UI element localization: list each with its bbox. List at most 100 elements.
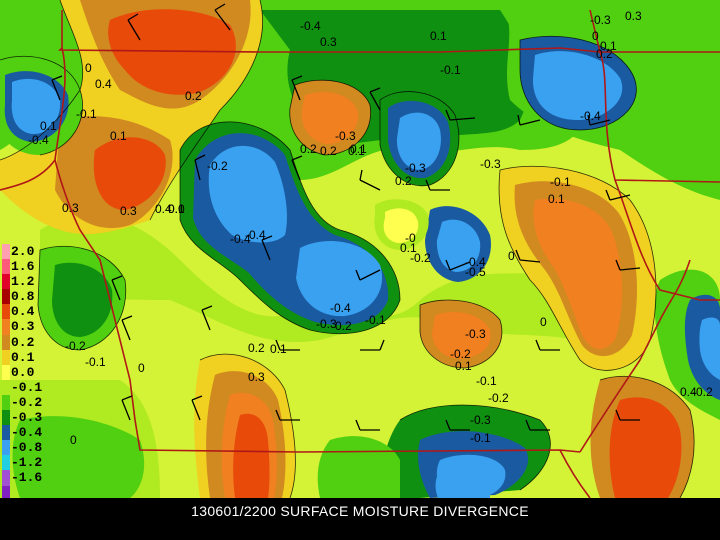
contour-label: -0.4 [230, 232, 251, 246]
contour-label: -0.3 [316, 317, 337, 331]
legend-label: 2.0 [11, 244, 35, 259]
contour-label: -0 [405, 231, 416, 245]
contour-label: -0.2 [65, 339, 86, 353]
legend-swatch [2, 410, 10, 426]
legend-label: -0.2 [11, 394, 43, 410]
legend-label: 0.0 [11, 364, 35, 380]
legend-label: -1.2 [11, 455, 43, 471]
legend-entry: -0.4 [2, 425, 43, 441]
contour-label: 0.1 [110, 129, 127, 143]
contour-label: 0.2 [395, 174, 412, 188]
legend-label: 0.1 [11, 349, 35, 365]
legend-entry [2, 485, 42, 501]
contour-label: -0.1 [470, 431, 491, 445]
legend-entry: -0.1 [2, 379, 43, 395]
moisture-divergence-map: -0.40.3 0.1-0.100.40.1-0.40.3-0.10.10.2-0… [0, 0, 720, 498]
contour-label: 0.4 [155, 202, 172, 216]
contour-label: -0.3 [590, 13, 611, 27]
contour-label: -0.4 [300, 19, 321, 33]
legend-swatch [2, 349, 10, 365]
contour-label: 0.1 [400, 241, 417, 255]
legend-entry: 0.3 [2, 319, 42, 335]
legend-swatch [2, 440, 10, 456]
legend-label: 0.2 [11, 334, 35, 350]
contour-label: 0.3 [120, 204, 137, 218]
legend-swatch [2, 379, 10, 395]
contour-label: -0.1 [85, 355, 106, 369]
contour-label: 0 [592, 29, 599, 43]
contour-label: 0.2 [335, 319, 352, 333]
contour-label: 0.4 [680, 385, 697, 399]
contour-label: -0.1 [550, 175, 571, 189]
legend-swatch [2, 485, 10, 501]
contour-label: 0.3 [248, 370, 265, 384]
contour-label: 0.1 [348, 144, 365, 158]
contour-label: -0.1 [440, 63, 461, 77]
legend-swatch [2, 425, 10, 441]
contour-label: 0.1 [548, 192, 565, 206]
legend-swatch [2, 259, 10, 275]
legend-entry: -1.2 [2, 455, 43, 471]
contour-label: -0.4 [28, 133, 49, 147]
contour-label: -0.5 [465, 265, 486, 279]
contour-label: 0.3 [625, 9, 642, 23]
contour-label: -0.2 [692, 385, 713, 399]
contour-label: 0.1 [455, 359, 472, 373]
legend-entry: 0.4 [2, 304, 42, 320]
contour-label: 0.2 [248, 341, 265, 355]
contour-label: 0.3 [62, 201, 79, 215]
color-scale-legend: 2.0 1.6 1.2 0.8 0.4 0.3 0.2 0.1 0.0 -0.1 -0.2 -0.3-… [2, 244, 42, 516]
contour-label: 0.2 [320, 144, 337, 158]
legend-entry: 0.1 [2, 349, 42, 365]
legend-swatch [2, 470, 10, 486]
contour-label: -0.3 [480, 157, 501, 171]
legend-entry: -0.8 [2, 440, 43, 456]
contour-label: -0.2 [450, 347, 471, 361]
legend-swatch [2, 289, 10, 305]
contour-label: -0.1 [476, 374, 497, 388]
legend-label: -1.6 [11, 470, 43, 486]
contour-label: 0 [138, 361, 145, 375]
contour-label: 0.0 [168, 202, 185, 216]
contour-label: 0.1 [600, 39, 617, 53]
contour-label: 0.1 [40, 119, 57, 133]
contour-label: -0.3 [465, 327, 486, 341]
contour-label: 0 [508, 249, 515, 263]
legend-swatch [2, 244, 10, 260]
legend-swatch [2, 364, 10, 380]
legend-entry: 2.0 [2, 244, 42, 260]
contour-label: -0.2 [488, 391, 509, 405]
contour-label: -0.2 [410, 251, 431, 265]
contour-label: 0.4 [95, 77, 112, 91]
contour-label: -0.4 [465, 255, 486, 269]
legend-label: -0.4 [11, 425, 43, 441]
legend-entry: 1.6 [2, 259, 42, 275]
contour-label: -0.3 [405, 161, 426, 175]
contour-label: -0.1 [76, 107, 97, 121]
contour-label: -0.4 [330, 301, 351, 315]
contour-label: 0.2 [185, 89, 202, 103]
legend-label: -0.8 [11, 440, 43, 456]
legend-swatch [2, 394, 10, 411]
map-caption: 130601/2200 SURFACE MOISTURE DIVERGENCE [0, 498, 720, 540]
legend-swatch [2, 455, 10, 471]
legend-swatch [2, 319, 10, 335]
contour-label: -0.3 [335, 129, 356, 143]
contour-label: 0.2 [300, 142, 317, 156]
contour-label: 0.3 [320, 35, 337, 49]
legend-label: -0.3 [11, 410, 43, 426]
legend-entry: -0.3 [2, 410, 43, 426]
contour-label: -0.4 [245, 228, 266, 242]
contour-label: 0.1 [350, 142, 367, 156]
legend-label: -0.1 [11, 379, 43, 395]
legend-label: 1.6 [11, 259, 35, 275]
contour-label: 0 [540, 315, 547, 329]
legend-entry: 0.2 [2, 334, 42, 350]
contour-label: -0.3 [470, 413, 491, 427]
contour-label: 0.1 [270, 342, 287, 356]
contour-label: -0.2 [207, 159, 228, 173]
legend-swatch [2, 334, 10, 350]
legend-entry: -1.6 [2, 470, 43, 486]
contour-label: -0.4 [580, 109, 601, 123]
contour-label: 0.1 [168, 202, 185, 216]
